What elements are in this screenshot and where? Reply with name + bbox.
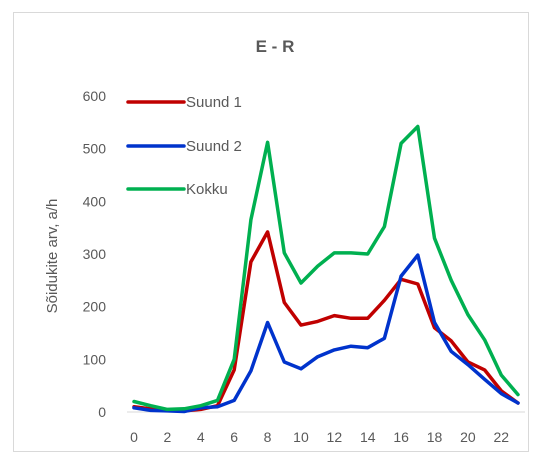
y-tick-label: 200 xyxy=(83,299,107,315)
x-tick-label: 4 xyxy=(197,429,205,445)
y-tick-label: 400 xyxy=(83,193,107,209)
y-axis: 0 100 200 300 400 500 600 xyxy=(83,88,107,420)
series-lines xyxy=(132,124,520,414)
x-tick-label: 20 xyxy=(460,429,476,445)
x-axis: 0 2 4 6 8 10 12 14 16 18 20 22 xyxy=(127,411,525,445)
legend-label: Suund 2 xyxy=(186,138,242,155)
y-tick-label: 0 xyxy=(98,404,106,420)
chart-title: E - R xyxy=(256,37,295,56)
x-tick-label: 18 xyxy=(427,429,443,445)
series-line-2 xyxy=(132,253,520,414)
x-tick-label: 6 xyxy=(230,429,238,445)
x-tick-label: 8 xyxy=(264,429,272,445)
y-axis-label: Sõidukite arv, a/h xyxy=(44,199,61,314)
x-tick-label: 22 xyxy=(494,429,510,445)
x-tick-label: 14 xyxy=(360,429,376,445)
legend-label: Suund 1 xyxy=(186,94,242,111)
y-tick-label: 100 xyxy=(83,351,107,367)
x-tick-label: 16 xyxy=(393,429,409,445)
y-tick-label: 300 xyxy=(83,246,107,262)
series-line-3 xyxy=(132,124,520,412)
x-tick-label: 10 xyxy=(293,429,309,445)
legend-label: Kokku xyxy=(186,181,228,198)
x-tick-label: 0 xyxy=(130,429,138,445)
y-tick-label: 600 xyxy=(83,88,107,104)
x-tick-label: 2 xyxy=(163,429,171,445)
x-tick-label: 12 xyxy=(327,429,343,445)
y-tick-label: 500 xyxy=(83,141,107,157)
legend: Suund 1 Suund 2 Kokku xyxy=(126,94,242,198)
chart-frame xyxy=(13,12,529,452)
